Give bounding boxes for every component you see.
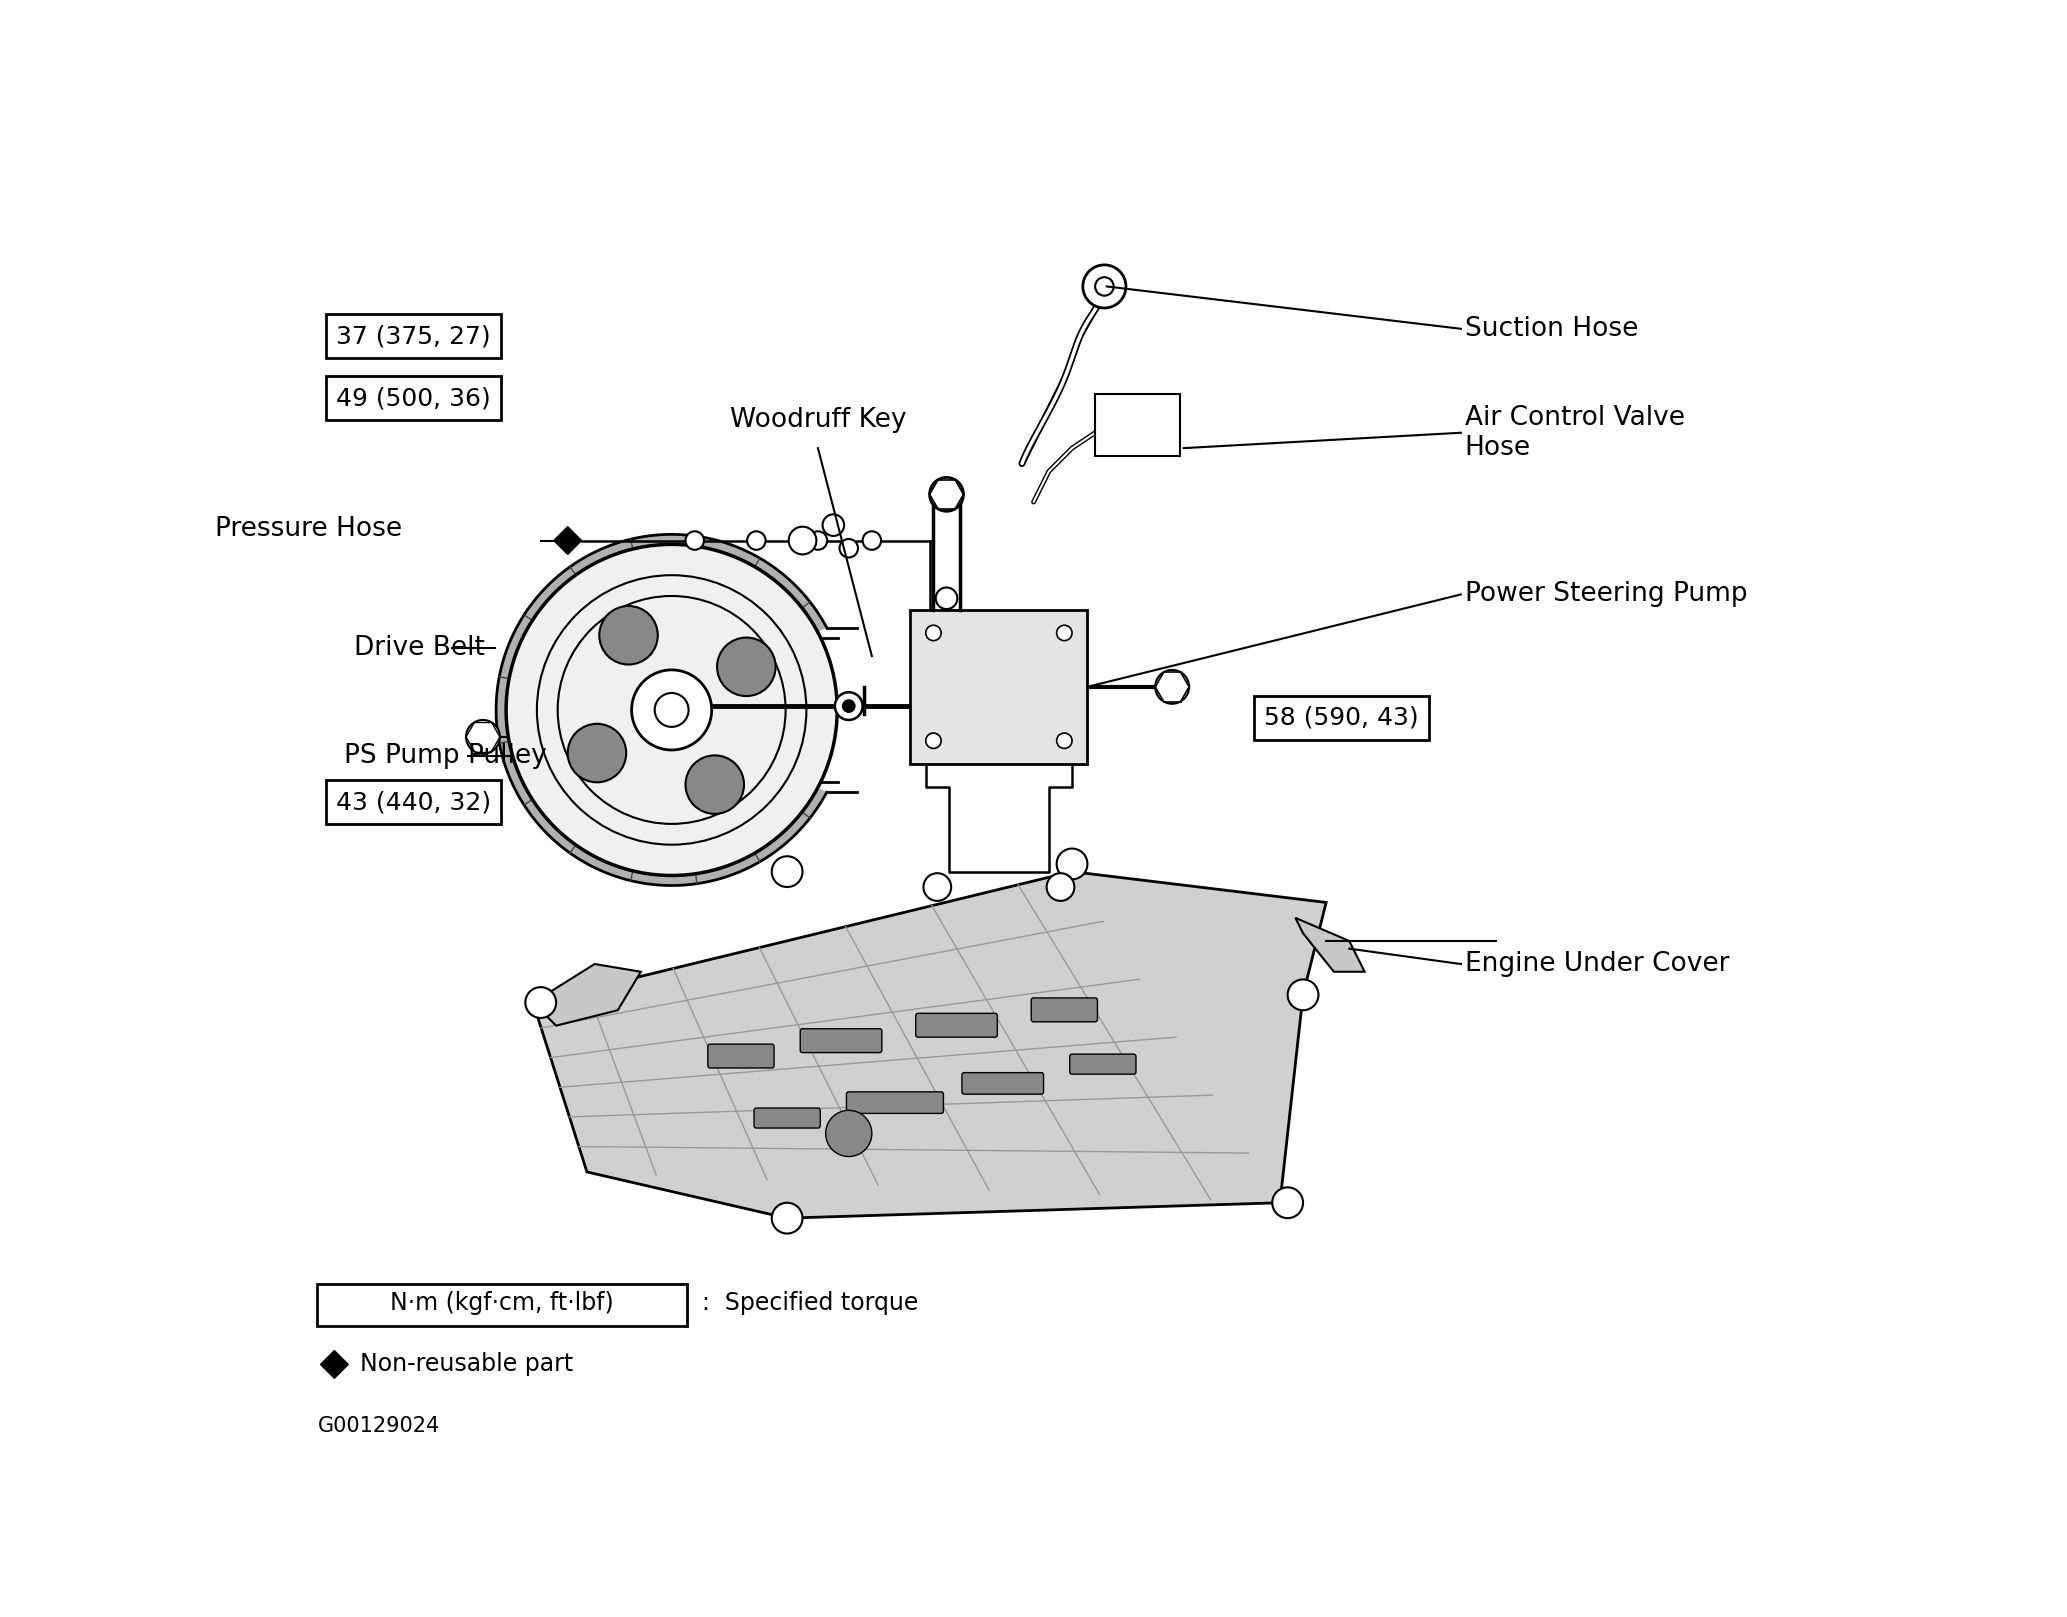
Circle shape xyxy=(1056,733,1073,749)
Text: Air Control Valve
Hose: Air Control Valve Hose xyxy=(1466,404,1685,461)
Polygon shape xyxy=(533,872,1327,1218)
Circle shape xyxy=(823,514,843,535)
Circle shape xyxy=(1056,849,1087,880)
Polygon shape xyxy=(533,964,641,1025)
Circle shape xyxy=(506,545,837,875)
Circle shape xyxy=(599,606,657,665)
Circle shape xyxy=(930,477,963,511)
Circle shape xyxy=(525,986,556,1019)
FancyBboxPatch shape xyxy=(1071,1054,1137,1074)
Text: Drive Belt: Drive Belt xyxy=(353,635,486,661)
Circle shape xyxy=(465,720,500,754)
Circle shape xyxy=(839,538,858,558)
Circle shape xyxy=(808,532,827,550)
Circle shape xyxy=(686,532,705,550)
Circle shape xyxy=(1046,873,1075,901)
Circle shape xyxy=(568,724,626,783)
Circle shape xyxy=(746,532,765,550)
Text: G00129024: G00129024 xyxy=(318,1416,440,1436)
Circle shape xyxy=(862,532,881,550)
FancyBboxPatch shape xyxy=(707,1045,773,1067)
Circle shape xyxy=(835,692,862,720)
Text: Engine Under Cover: Engine Under Cover xyxy=(1466,951,1730,977)
Text: Non-reusable part: Non-reusable part xyxy=(360,1352,573,1376)
Text: Pressure Hose: Pressure Hose xyxy=(215,516,403,542)
Circle shape xyxy=(717,637,775,695)
Text: 49 (500, 36): 49 (500, 36) xyxy=(337,386,492,411)
FancyBboxPatch shape xyxy=(916,1014,998,1036)
Text: 43 (440, 32): 43 (440, 32) xyxy=(337,791,492,815)
Circle shape xyxy=(771,857,802,888)
FancyBboxPatch shape xyxy=(318,1284,686,1326)
Polygon shape xyxy=(496,534,827,886)
Circle shape xyxy=(1083,265,1127,307)
FancyBboxPatch shape xyxy=(800,1028,883,1053)
Circle shape xyxy=(771,1203,802,1234)
Circle shape xyxy=(633,669,711,750)
Circle shape xyxy=(936,587,957,610)
FancyBboxPatch shape xyxy=(1096,395,1180,456)
Circle shape xyxy=(924,873,951,901)
Circle shape xyxy=(655,694,688,728)
Polygon shape xyxy=(1296,918,1364,972)
Circle shape xyxy=(843,700,856,711)
FancyBboxPatch shape xyxy=(1031,998,1098,1022)
Text: :  Specified torque: : Specified torque xyxy=(703,1290,920,1315)
Polygon shape xyxy=(320,1350,347,1378)
Text: Power Steering Pump: Power Steering Pump xyxy=(1466,582,1747,608)
Circle shape xyxy=(926,626,940,640)
Circle shape xyxy=(1155,669,1189,703)
FancyBboxPatch shape xyxy=(845,1091,943,1114)
FancyBboxPatch shape xyxy=(754,1108,821,1129)
Text: Suction Hose: Suction Hose xyxy=(1466,315,1639,341)
Circle shape xyxy=(1273,1187,1302,1218)
Text: PS Pump Pulley: PS Pump Pulley xyxy=(345,744,548,770)
Circle shape xyxy=(686,755,744,813)
FancyBboxPatch shape xyxy=(961,1072,1044,1095)
FancyBboxPatch shape xyxy=(909,610,1087,763)
Polygon shape xyxy=(554,527,581,555)
Circle shape xyxy=(825,1111,872,1156)
Circle shape xyxy=(1288,980,1319,1011)
Circle shape xyxy=(1056,626,1073,640)
Text: 58 (590, 43): 58 (590, 43) xyxy=(1265,705,1418,729)
Text: 37 (375, 27): 37 (375, 27) xyxy=(337,325,492,349)
Text: Woodruff Key: Woodruff Key xyxy=(730,407,905,433)
Circle shape xyxy=(926,733,940,749)
Text: N·m (kgf·cm, ft·lbf): N·m (kgf·cm, ft·lbf) xyxy=(391,1290,614,1315)
Circle shape xyxy=(790,527,816,555)
